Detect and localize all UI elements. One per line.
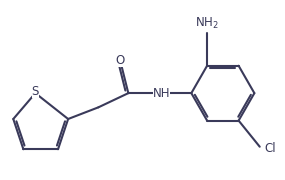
Text: NH: NH [153,87,170,100]
Text: Cl: Cl [264,142,276,155]
Text: NH$_2$: NH$_2$ [195,16,219,31]
Text: S: S [32,85,39,98]
Text: O: O [116,54,125,67]
